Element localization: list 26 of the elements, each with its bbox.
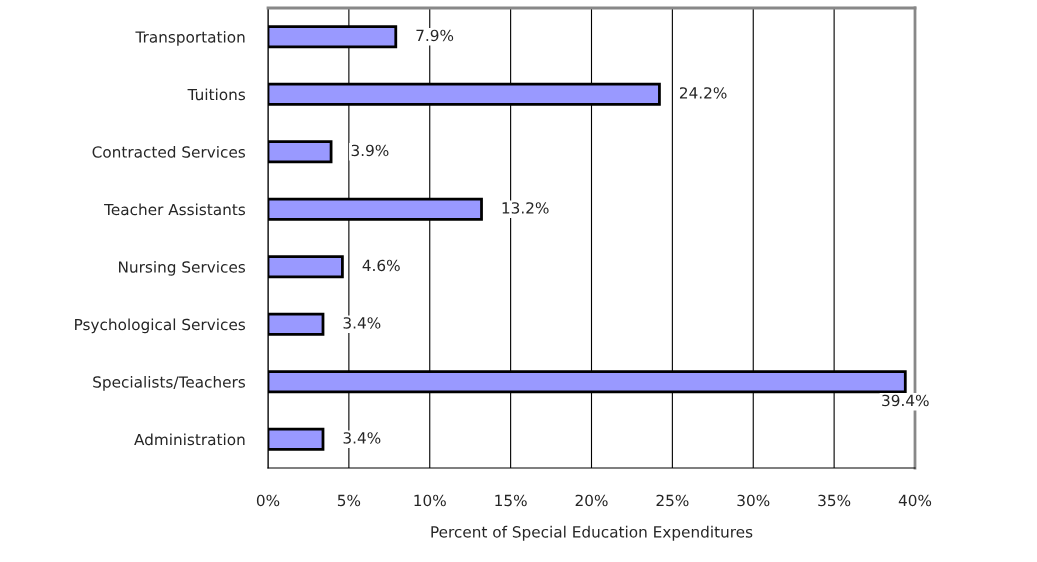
y-tick-label: Teacher Assistants xyxy=(104,203,246,216)
x-tick-label: 0% xyxy=(256,494,280,507)
data-label: 24.2% xyxy=(679,87,727,99)
x-tick-label: 30% xyxy=(737,494,770,507)
x-tick-label: 15% xyxy=(495,494,527,507)
x-tick-label: 25% xyxy=(656,494,689,507)
y-tick-label: Psychological Services xyxy=(75,318,246,334)
x-tick-label: 20% xyxy=(575,494,608,507)
y-tick-label: Tuitions xyxy=(187,88,246,101)
data-label: 3.9% xyxy=(351,144,389,157)
x-axis-title: Percent of Special Education Expenditures xyxy=(431,525,753,541)
y-tick-label: Transportation xyxy=(135,30,245,46)
x-tick-label: 40% xyxy=(898,494,932,507)
data-label: 4.6% xyxy=(362,259,400,272)
data-label: 3.4% xyxy=(343,432,381,444)
x-tick-label: 5% xyxy=(337,494,361,507)
y-tick-label: Administration xyxy=(134,433,245,446)
data-label: 3.4% xyxy=(343,317,381,329)
data-label: 7.9% xyxy=(416,29,454,42)
x-tick-label: 10% xyxy=(414,494,446,507)
data-label: 13.2% xyxy=(502,202,549,214)
y-tick-label: Contracted Services xyxy=(92,145,246,158)
y-tick-label: Specialists/Teachers xyxy=(93,375,246,391)
x-tick-label: 35% xyxy=(818,494,851,507)
data-label: 39.4% xyxy=(882,394,929,407)
y-tick-label: Nursing Services xyxy=(119,260,246,276)
